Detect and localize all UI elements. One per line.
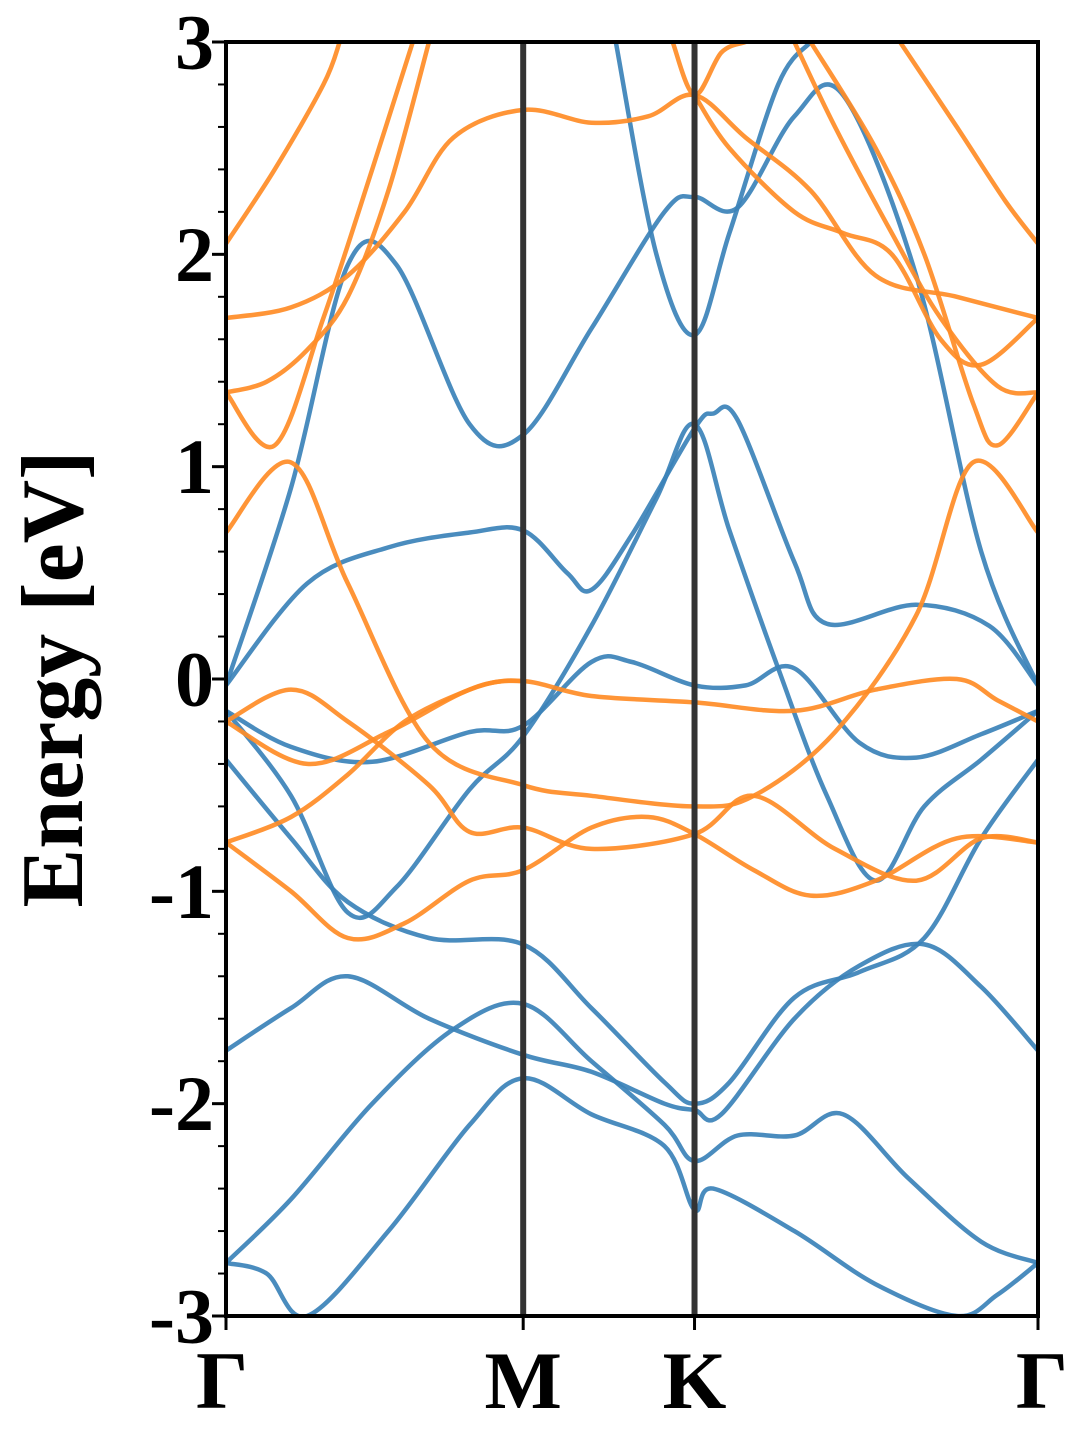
band-line-2-10 — [670, 42, 748, 98]
band-lines — [226, 42, 1038, 1316]
high-symmetry-dividers — [520, 42, 698, 1316]
band-line-1-8 — [226, 1075, 1038, 1316]
band-line-1-3 — [226, 654, 1038, 765]
y-axis-ticks: -3 -2 -1 0 1 2 3 — [149, 0, 226, 1360]
band-line-1-5 — [226, 757, 1038, 1106]
band-line-2-7 — [226, 676, 1038, 767]
x-tick-label-Γ: Γ — [196, 1335, 248, 1426]
x-tick-label-K: K — [663, 1335, 727, 1426]
y-tick-label: 2 — [175, 211, 214, 298]
x-tick-label-M: M — [484, 1335, 561, 1426]
band-line-2-12 — [792, 42, 1038, 396]
band-series-2 — [226, 42, 1038, 942]
band-line-2-13 — [808, 42, 1038, 448]
band-line-2-8 — [226, 814, 1038, 942]
y-tick-label: 0 — [175, 636, 214, 723]
y-tick-label: -1 — [149, 848, 214, 935]
x-tick-label-Γ: Γ — [1016, 1335, 1068, 1426]
band-line-2-4 — [226, 42, 416, 450]
band-line-2-1 — [226, 42, 342, 246]
band-line-1-9 — [613, 42, 813, 338]
y-axis-label: Energy [eV] — [5, 451, 102, 908]
band-line-2-9 — [226, 678, 526, 845]
band-line-2-6 — [226, 687, 1038, 883]
y-tick-label: 3 — [175, 0, 214, 86]
band-line-2-14 — [897, 42, 1038, 246]
band-line-1-1 — [226, 82, 1038, 688]
band-line-2-3 — [226, 42, 432, 395]
y-tick-label: -2 — [149, 1060, 214, 1147]
y-tick-label: 1 — [175, 423, 214, 510]
band-line-1-4 — [226, 421, 1038, 921]
band-line-1-6 — [226, 941, 1038, 1123]
y-tick-label: -3 — [149, 1273, 214, 1360]
band-line-2-5 — [226, 458, 1038, 809]
band-line-2-2 — [226, 92, 1038, 321]
band-line-1-7 — [226, 1000, 1038, 1266]
